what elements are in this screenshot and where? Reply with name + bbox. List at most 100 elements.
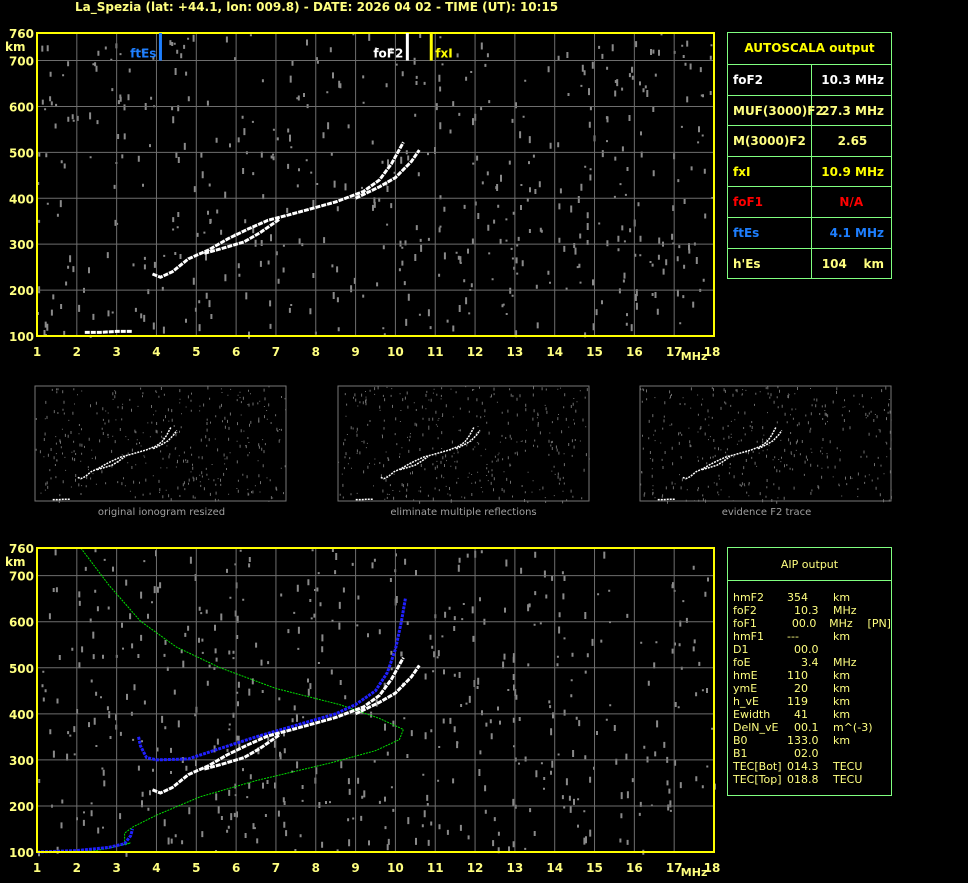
aip-cell: 10.3 [787, 604, 819, 617]
x-tick-label: 8 [312, 345, 320, 359]
ionogram-autoscala [639, 385, 892, 504]
aip-cell: 41 [787, 708, 808, 721]
autoscala-value: 2.65 [837, 134, 884, 149]
aip-cell: km [833, 630, 851, 643]
aip-row: foF2 10.3 MHz [728, 604, 891, 617]
aip-cell: DelN_vE [733, 721, 779, 734]
aip-cell: B1 [733, 747, 748, 760]
background-noise [35, 386, 287, 503]
x-tick-label: 4 [152, 345, 160, 359]
y-tick-label: 300 [9, 754, 34, 768]
aip-cell: B0 [733, 734, 748, 747]
autoscala-label: MUF(3000)F2 [728, 95, 824, 126]
aip-cell: hmE [733, 669, 758, 682]
ionogram-title: La_Spezia (lat: +44.1, lon: 009.8) - DAT… [75, 0, 559, 14]
thumbnail-caption-f2: evidence F2 trace [721, 507, 812, 518]
x-tick-label: 12 [467, 861, 484, 875]
aip-row: hmF1 --- km [728, 630, 891, 643]
aip-cell: m^(-3) [833, 721, 873, 734]
ionogram-o-trace [380, 427, 475, 480]
aip-row: B1 02.0 [728, 747, 891, 760]
autoscala-row: M(3000)F2 2.65 [728, 126, 891, 157]
ionogram-autoscala: 1 2 3 4 5 6 7 8 9 10 11 12 13 14 15 16 17 18MHz7607006005… [5, 27, 720, 363]
x-tick-label: 16 [626, 345, 643, 359]
y-tick-label: 400 [9, 192, 34, 206]
x-tick-label: 12 [467, 345, 484, 359]
x-tick-label: 7 [272, 345, 280, 359]
autoscala-label: fxI [728, 156, 812, 187]
ionogram-x-trace [203, 733, 281, 771]
x-tick-label: 17 [666, 345, 683, 359]
x-tick-label: 1 [33, 345, 41, 359]
plot-frame [36, 32, 715, 337]
aip-row: TEC[Bot] 014.3 TECU [728, 760, 891, 773]
y-tick-label: 100 [9, 846, 34, 860]
aip-cell: TECU [833, 760, 863, 773]
autoscala-label: M(3000)F2 [728, 126, 812, 156]
x-tick-label: 14 [546, 861, 563, 875]
autoscala-row: h'Es 104 km [728, 248, 891, 280]
y-axis-unit: km [5, 40, 25, 54]
x-tick-label: 5 [192, 345, 200, 359]
aip-cell: D1 [733, 643, 749, 656]
ionogram-autoscala [337, 385, 590, 504]
autoscala-output-table: AUTOSCALA output foF2 10.3 MHz MUF(3000)F2… [727, 32, 892, 280]
autoscala-row: ftEs 4.1 MHz [728, 217, 891, 249]
thumbnail-frame [337, 385, 590, 502]
aip-row: hmE 110 km [728, 669, 891, 682]
autoscala-value: 10.3 MHz [821, 73, 884, 87]
autoscala-row: MUF(3000)F2 27.3 MHz [728, 95, 891, 127]
x-tick-label: 13 [507, 861, 524, 875]
aip-output-table: AIP output hmF2 354 km foF2 10.3 MHz foF1 00.… [727, 547, 892, 796]
autoscala-value: 27.3 MHz [821, 103, 884, 118]
autoscala-value: 10.9 MHz [821, 164, 884, 179]
y-tick-label: 760 [9, 542, 34, 556]
aip-row: ymE 20 km [728, 682, 891, 695]
ionogram-x-trace-upper [354, 149, 421, 200]
aip-row: h_vE 119 km [728, 695, 891, 708]
y-tick-label: 600 [9, 100, 34, 114]
aip-row: hmF2 354 km [728, 591, 891, 604]
aip-cell: km [833, 734, 851, 747]
x-axis-unit: MHz [681, 350, 708, 363]
aip-row: TEC[Top] 018.8 TECU [728, 773, 891, 786]
x-tick-label: 10 [387, 345, 404, 359]
autoscala-label: foF2 [728, 65, 812, 95]
x-tick-label: 18 [704, 345, 721, 359]
ionogram-x-trace [701, 455, 731, 471]
autoscala-value: N/A [839, 195, 884, 210]
aip-cell: 133.0 [787, 734, 819, 747]
x-tick-label: 2 [73, 345, 81, 359]
x-tick-label: 17 [666, 861, 683, 875]
marker-foF2-label: foF2 [373, 47, 403, 61]
aip-cell: 119 [787, 695, 808, 708]
ionogram-o-trace [151, 141, 405, 279]
x-tick-label: 9 [351, 861, 359, 875]
aip-cell: TEC[Bot] [733, 760, 782, 773]
ionogram-autoscala [34, 385, 287, 503]
aip-cell: hmF1 [733, 630, 765, 643]
autoscala-value: 4.1 MHz [829, 225, 884, 240]
aip-row: Ewidth 41 km [728, 708, 891, 721]
autoscala-label: foF1 [728, 187, 812, 217]
y-tick-label: 400 [9, 708, 34, 722]
ionogram-x-trace [399, 455, 429, 471]
autoscala-row: foF2 10.3 MHz [728, 65, 891, 96]
x-tick-label: 5 [192, 861, 200, 875]
aip-cell: TECU [833, 773, 863, 786]
marker-fxI-label: fxI [435, 47, 452, 61]
x-tick-label: 1 [33, 861, 41, 875]
marker-ftEs-label: ftEs [130, 47, 156, 61]
x-axis-unit: MHz [681, 866, 708, 879]
thumbnail-caption-multiple: eliminate multiple reflections [390, 507, 537, 518]
y-tick-label: 200 [9, 284, 34, 298]
x-tick-label: 18 [704, 861, 721, 875]
autoscala-title: AUTOSCALA output [728, 33, 891, 65]
aip-cell: hmF2 [733, 591, 765, 604]
ionogram-o-trace [151, 656, 405, 795]
x-tick-label: 11 [427, 345, 444, 359]
autoscala-label: h'Es [728, 248, 812, 280]
y-tick-label: 300 [9, 238, 34, 252]
x-tick-label: 14 [546, 345, 563, 359]
